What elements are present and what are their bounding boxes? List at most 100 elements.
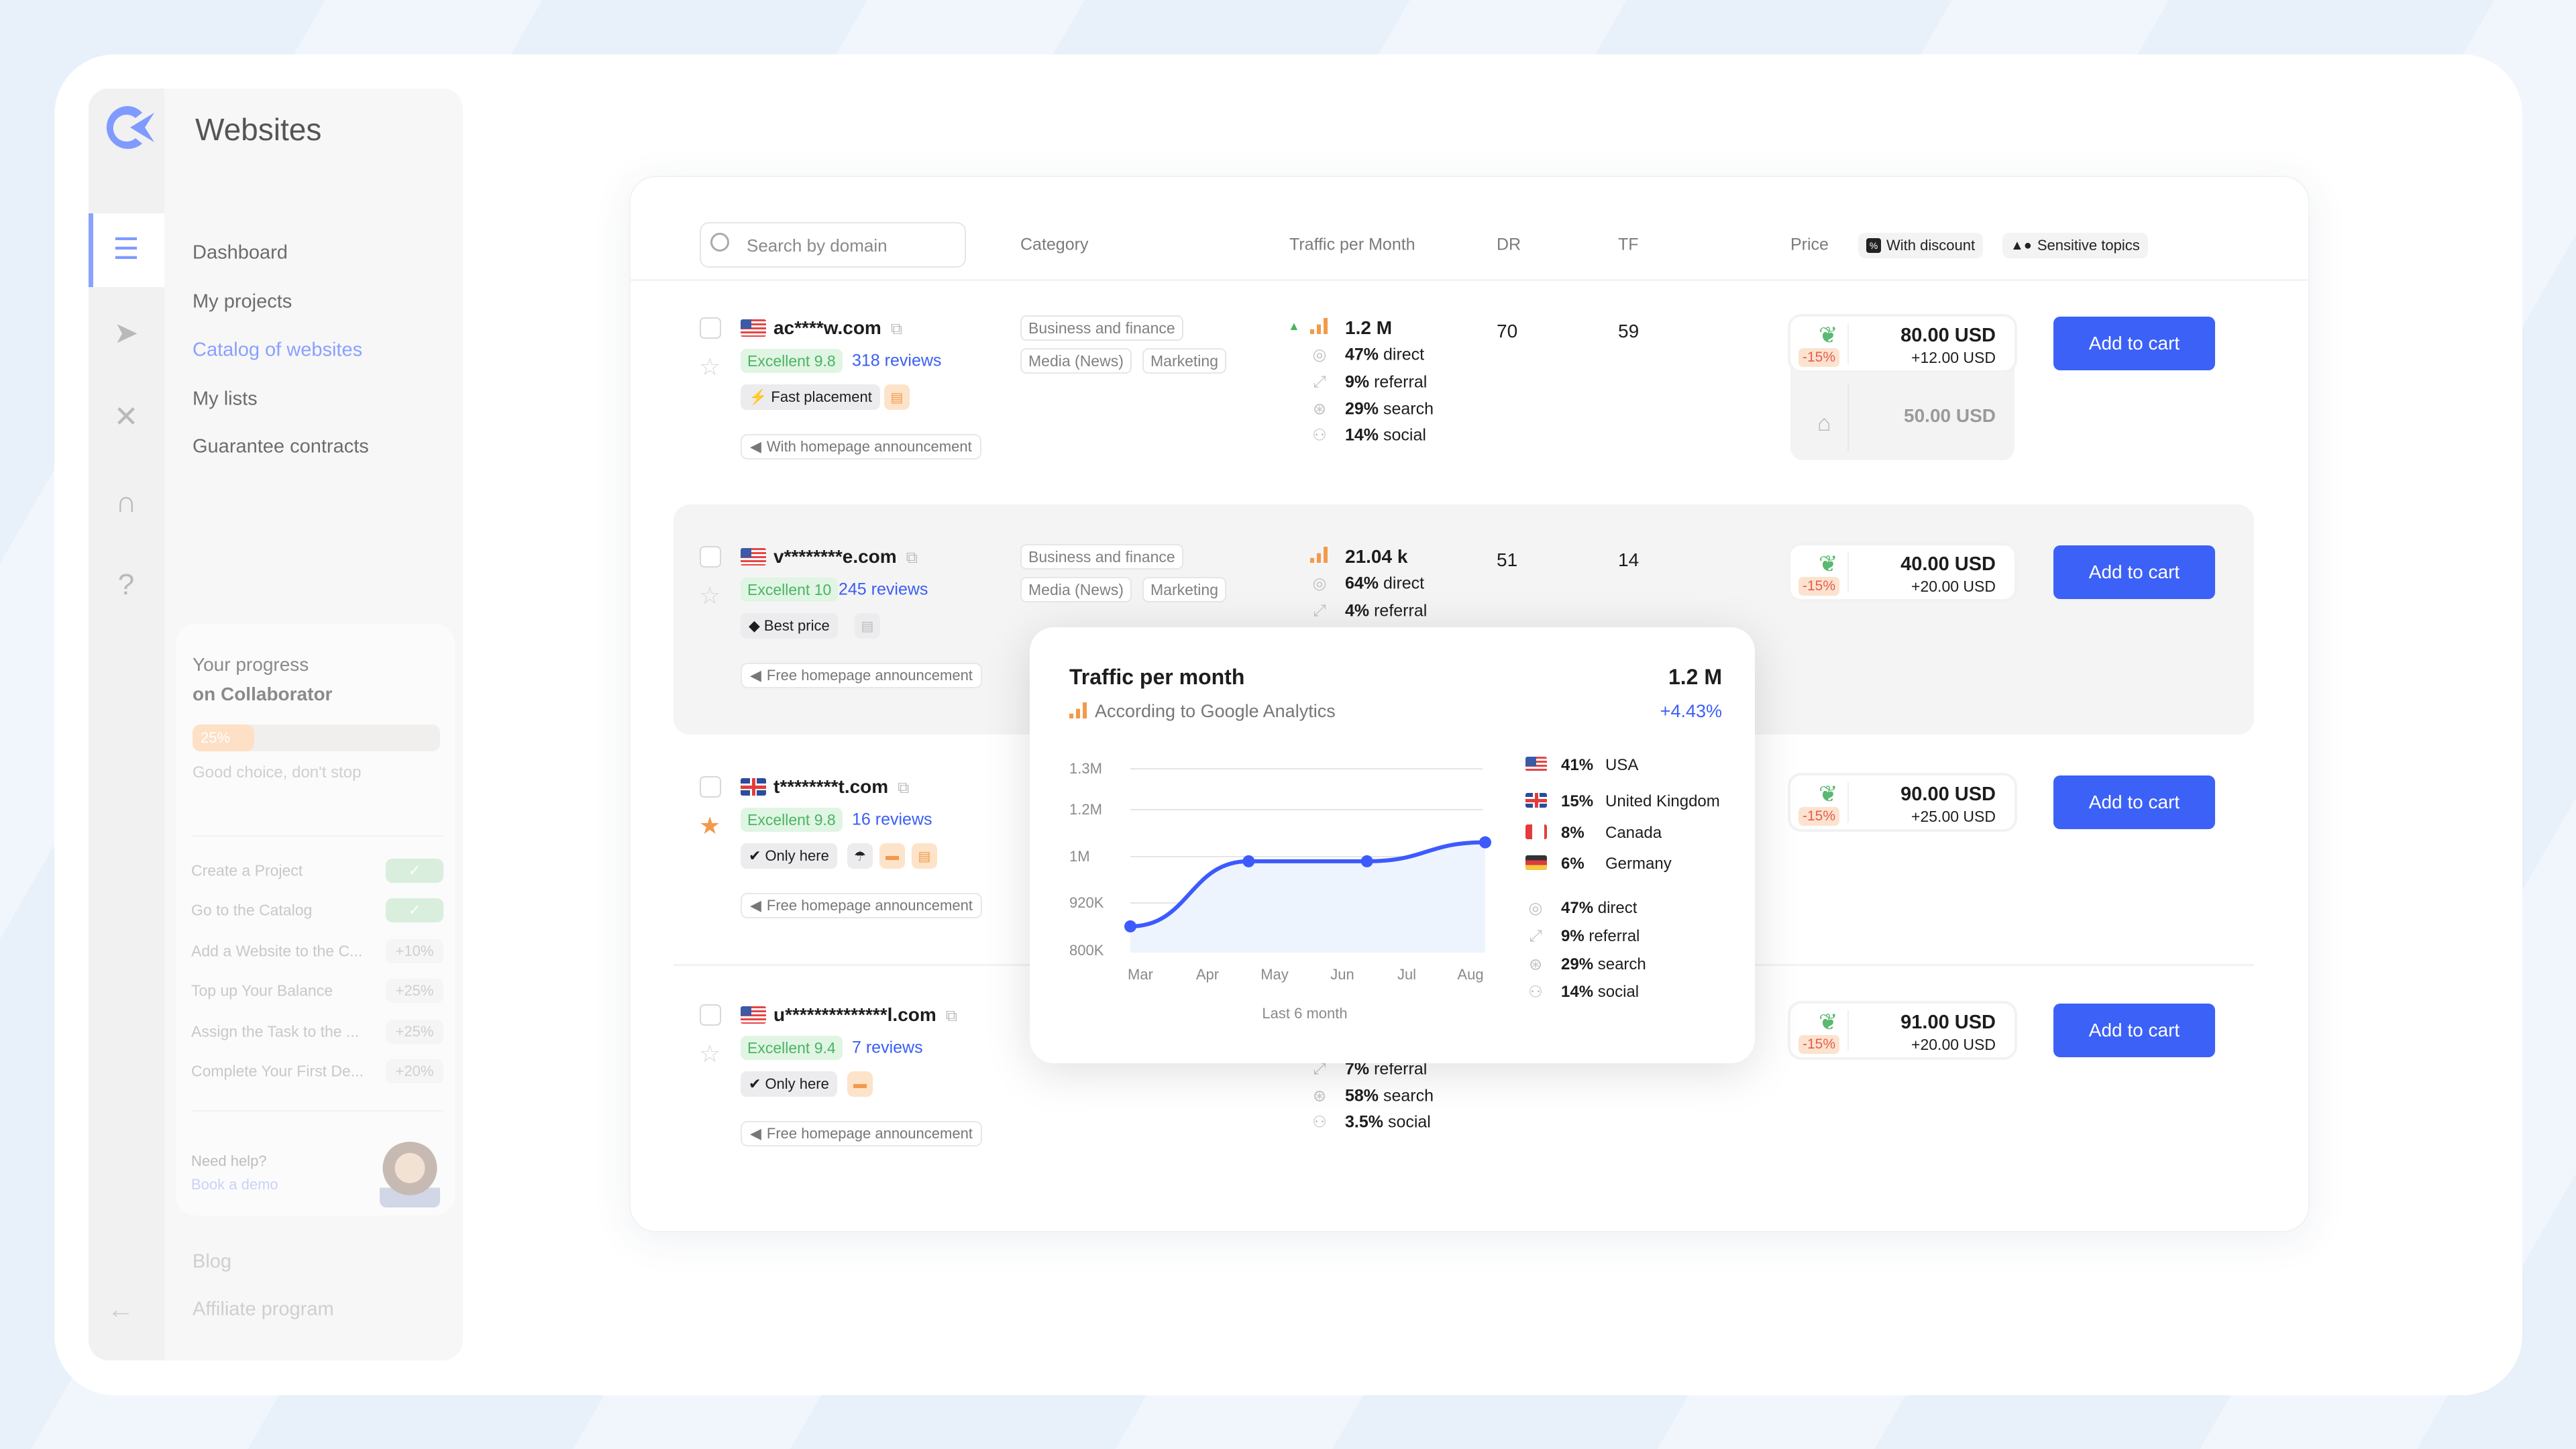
external-link-icon[interactable]: ⧉	[945, 1007, 957, 1025]
traffic-label: search	[1383, 399, 1434, 419]
sidebar-item-3[interactable]: My lists	[193, 388, 258, 410]
sidebar-item-2[interactable]: Catalog of websites	[193, 339, 363, 361]
filter-sensitive-topics[interactable]: ▲● Sensitive topics	[2002, 233, 2148, 258]
avatar	[380, 1142, 440, 1208]
category-chip[interactable]: Media (News)	[1020, 577, 1132, 602]
progress-task[interactable]: Add a Website to the C...	[191, 942, 363, 960]
favorite-star-icon[interactable]: ☆	[699, 353, 721, 380]
external-link-icon[interactable]: ⧉	[898, 779, 910, 797]
filter-label: With discount	[1886, 237, 1976, 254]
percent-icon: %	[1866, 238, 1881, 253]
sidebar-item-0[interactable]: Dashboard	[193, 241, 288, 264]
progress-task[interactable]: Create a Project	[191, 861, 303, 879]
dr-value: 51	[1497, 549, 1518, 570]
favorite-star-icon[interactable]: ☆	[699, 1040, 721, 1067]
domain-link[interactable]: t********t.com ⧉	[773, 776, 909, 798]
category-chip[interactable]: Business and finance	[1020, 315, 1183, 341]
column-header-category[interactable]: Category	[1020, 235, 1089, 254]
traffic-popup: Traffic per month 1.2 M According to Goo…	[1030, 627, 1755, 1063]
sidebar-footer-link[interactable]: Affiliate program	[193, 1298, 334, 1320]
traffic-label: search	[1597, 955, 1646, 973]
row-checkbox[interactable]	[700, 546, 721, 568]
page-title: Websites	[195, 112, 322, 147]
add-to-cart-button[interactable]: Add to cart	[2053, 545, 2215, 599]
reviews-link[interactable]: 7 reviews	[852, 1038, 923, 1057]
reviews-link[interactable]: 245 reviews	[839, 580, 928, 599]
category-chip[interactable]: Marketing	[1142, 348, 1226, 374]
country-pct: 6%	[1561, 855, 1585, 873]
tools-icon[interactable]: ✕	[113, 400, 139, 433]
price-option[interactable]: ❦ -15% 40.00 USD +20.00 USD	[1790, 545, 2015, 599]
country-pct: 41%	[1561, 756, 1594, 774]
announcement-tag: ◀ Free homepage announcement	[741, 1121, 982, 1146]
sidebar-footer-link[interactable]: Blog	[193, 1250, 232, 1273]
column-header-tf[interactable]: TF	[1618, 235, 1639, 254]
sidebar-item-1[interactable]: My projects	[193, 290, 292, 313]
rating-badge: Excellent 9.8	[741, 808, 843, 832]
sidebar-item-4[interactable]: Guarantee contracts	[193, 435, 369, 458]
external-link-icon[interactable]: ⧉	[906, 549, 918, 567]
progress-task[interactable]: Go to the Catalog	[191, 901, 313, 919]
progress-task[interactable]: Assign the Task to the ...	[191, 1022, 360, 1040]
column-header-dr[interactable]: DR	[1497, 235, 1521, 254]
megaphone-icon: ◀	[750, 897, 761, 914]
headset-icon[interactable]: ∩	[115, 486, 137, 519]
category-chip[interactable]: Media (News)	[1020, 348, 1132, 374]
search-placeholder: Search by domain	[747, 235, 888, 256]
x-tick-label: Aug	[1457, 966, 1484, 983]
add-to-cart-button[interactable]: Add to cart	[2053, 1004, 2215, 1057]
table-row: ☆ ac****w.com ⧉ Excellent 9.8 318 reviews ⚡ Fa…	[629, 279, 2310, 508]
reviews-link[interactable]: 318 reviews	[852, 351, 942, 370]
traffic-bars-icon	[1310, 318, 1328, 334]
country-name: Germany	[1605, 855, 1672, 873]
price-option[interactable]: ❦ -15% 90.00 USD +25.00 USD	[1790, 775, 2015, 829]
row-checkbox[interactable]	[700, 317, 721, 339]
chat-icon: ▤	[912, 843, 937, 869]
collapse-arrow-icon[interactable]: ←	[107, 1295, 134, 1324]
domain-link[interactable]: v********e.com ⧉	[773, 546, 918, 568]
traffic-source: 29% search	[1345, 400, 1434, 419]
price-option[interactable]: ❦ -15% 80.00 USD +12.00 USD	[1790, 317, 2015, 370]
question-chat-icon[interactable]: ?	[117, 568, 135, 601]
add-to-cart-button[interactable]: Add to cart	[2053, 317, 2215, 370]
traffic-bars-icon	[1310, 547, 1328, 563]
category-chip[interactable]: Marketing	[1142, 577, 1226, 602]
category-chip[interactable]: Business and finance	[1020, 544, 1183, 570]
domain-text: ac****w.com	[773, 317, 881, 338]
row-checkbox[interactable]	[700, 1004, 721, 1026]
announcement-label: Free homepage announcement	[766, 667, 973, 684]
task-badge: ✓	[386, 859, 443, 883]
progress-task[interactable]: Complete Your First De...	[191, 1062, 364, 1080]
price-option[interactable]: ❦ -15% 91.00 USD +20.00 USD	[1790, 1004, 2015, 1057]
paper-plane-icon[interactable]: ➤	[113, 317, 139, 350]
data-point	[1124, 920, 1136, 932]
traffic-pct: 58%	[1345, 1086, 1379, 1106]
row-checkbox[interactable]	[700, 776, 721, 798]
divider	[1847, 384, 1849, 451]
progress-task[interactable]: Top up Your Balance	[191, 981, 333, 1000]
direct-traffic-icon: ◎	[1312, 574, 1327, 593]
domain-link[interactable]: ac****w.com ⧉	[773, 317, 902, 339]
favorite-star-icon[interactable]: ☆	[699, 582, 721, 609]
feather-icon: ❦	[1819, 1010, 1838, 1035]
external-link-icon[interactable]: ⧉	[890, 320, 902, 338]
list-icon[interactable]: ☰	[113, 233, 140, 266]
referral-traffic-icon: ⤢	[1529, 927, 1542, 945]
filter-with-discount[interactable]: % With discount	[1858, 233, 1984, 258]
book-demo-link[interactable]: Book a demo	[191, 1176, 278, 1193]
column-header-price[interactable]: Price	[1790, 235, 1829, 254]
search-input[interactable]: Search by domain	[700, 222, 966, 268]
traffic-source: 3.5% social	[1345, 1113, 1431, 1132]
traffic-label: social	[1383, 425, 1426, 445]
reviews-link[interactable]: 16 reviews	[852, 810, 932, 829]
traffic-label: social	[1387, 1112, 1431, 1132]
traffic-label: direct	[1597, 899, 1638, 917]
favorite-star-icon[interactable]: ★	[699, 812, 721, 839]
column-header-traffic[interactable]: Traffic per Month	[1289, 235, 1415, 254]
data-point	[1479, 836, 1491, 849]
domain-link[interactable]: u**************l.com ⧉	[773, 1004, 957, 1026]
add-to-cart-button[interactable]: Add to cart	[2053, 775, 2215, 829]
y-tick-label: 1.3M	[1069, 760, 1102, 777]
x-tick-label: Mar	[1128, 966, 1153, 983]
x-tick-label: Jun	[1330, 966, 1354, 983]
